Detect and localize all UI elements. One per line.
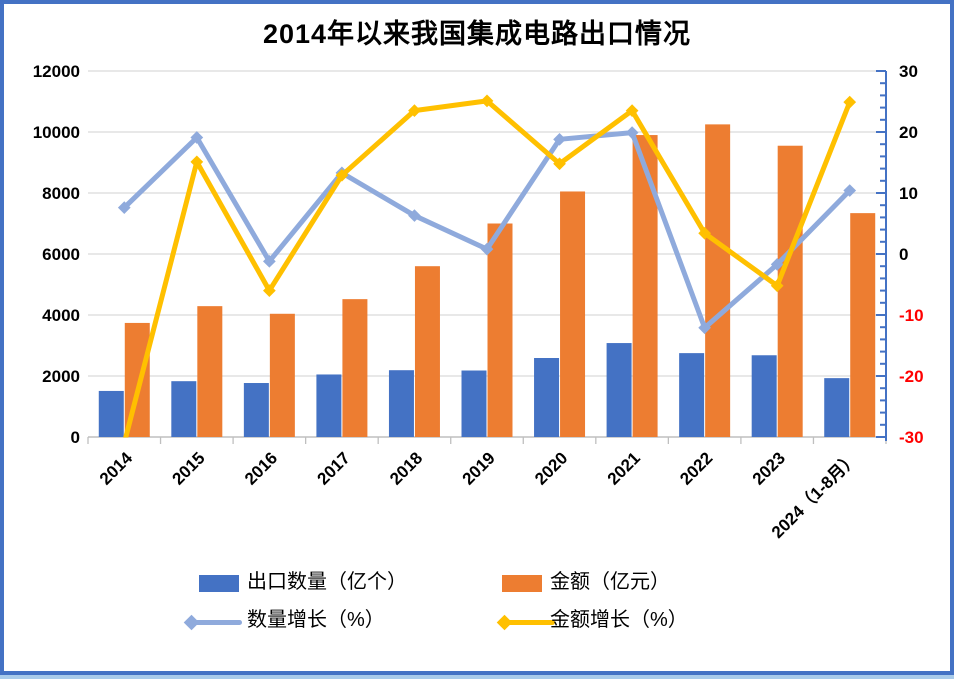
export-quantity-bar-2017 [316,374,342,437]
left-axis-tick-0: 0 [71,428,80,447]
left-axis-tick-2000: 2000 [42,367,80,386]
quantity-growth-marker-2015 [190,131,204,144]
value-growth-marker-2015 [190,155,204,169]
export-value-bar-2017 [342,299,368,437]
left-axis-tick-8000: 8000 [42,184,80,203]
export-quantity-bar-2014 [98,390,124,437]
right-axis-tick-20: 20 [899,123,918,142]
right-axis-tick-30: 30 [899,62,918,81]
export-quantity-bar-2023 [751,355,777,437]
left-axis-tick-12000: 12000 [33,62,80,81]
right-axis-tick-10: 10 [899,184,918,203]
export-quantity-bar-2015 [171,381,197,437]
value-growth-marker-2016 [262,284,276,297]
plot-area: 0 2000 4000 6000 8000 10000 12000 -30 -20 -10 0 10 2… [33,62,924,542]
legend-swatch-export-quantity [199,575,239,592]
legend-label-quantity-growth: 数量增长（%） [247,609,385,631]
export-value-bar-2020 [560,191,586,437]
right-axis-tick--20: -20 [899,367,924,386]
export-quantity-bar-2022 [679,353,705,437]
export-value-bar-2019 [487,223,513,437]
export-value-bar-2016 [269,313,295,437]
export-quantity-bar-2024（1-8月） [824,378,850,437]
export-quantity-bar-2021 [606,343,632,437]
left-axis-tick-10000: 10000 [33,123,80,142]
value-growth-marker-2018 [408,104,421,118]
legend-swatch-export-value [502,575,542,592]
legend-swatch-value-growth [496,612,557,632]
value-growth-marker-2019 [480,94,494,108]
legend-label-export-value: 金额（亿元） [550,571,670,593]
left-axis-tick-4000: 4000 [42,306,80,325]
quantity-growth-marker-2014 [117,201,131,215]
legend-label-export-quantity: 出口数量（亿个） [247,571,407,593]
export-value-bar-2024（1-8月） [850,213,876,437]
right-axis-tick--10: -10 [899,306,924,325]
legend-label-value-growth: 金额增长（%） [550,609,688,631]
right-axis-tick-0: 0 [899,245,908,264]
legend-line-icon [499,620,555,625]
export-value-bar-2023 [777,145,803,437]
export-value-bar-2015 [197,306,223,437]
export-quantity-bar-2020 [534,358,560,437]
quantity-growth-marker-2019 [480,242,494,256]
legend-diamond-icon [183,614,200,631]
export-quantity-bar-2016 [243,383,269,437]
quantity-growth-marker-2016 [262,254,276,268]
quantity-growth-marker-2018 [408,209,421,222]
value-growth-marker-2017 [335,168,349,182]
legend-diamond-icon [496,614,513,631]
left-axis-tick-6000: 6000 [42,245,80,264]
export-value-bar-2022 [705,124,731,437]
chart-title: 2014年以来我国集成电路出口情况 [262,19,692,49]
export-quantity-bar-2019 [461,370,487,437]
legend-line-icon [186,620,242,625]
export-quantity-bar-2018 [388,370,414,437]
legend-swatch-quantity-growth [183,612,244,632]
export-value-bar-2018 [414,266,440,437]
right-axis-tick--30: -30 [899,428,924,447]
